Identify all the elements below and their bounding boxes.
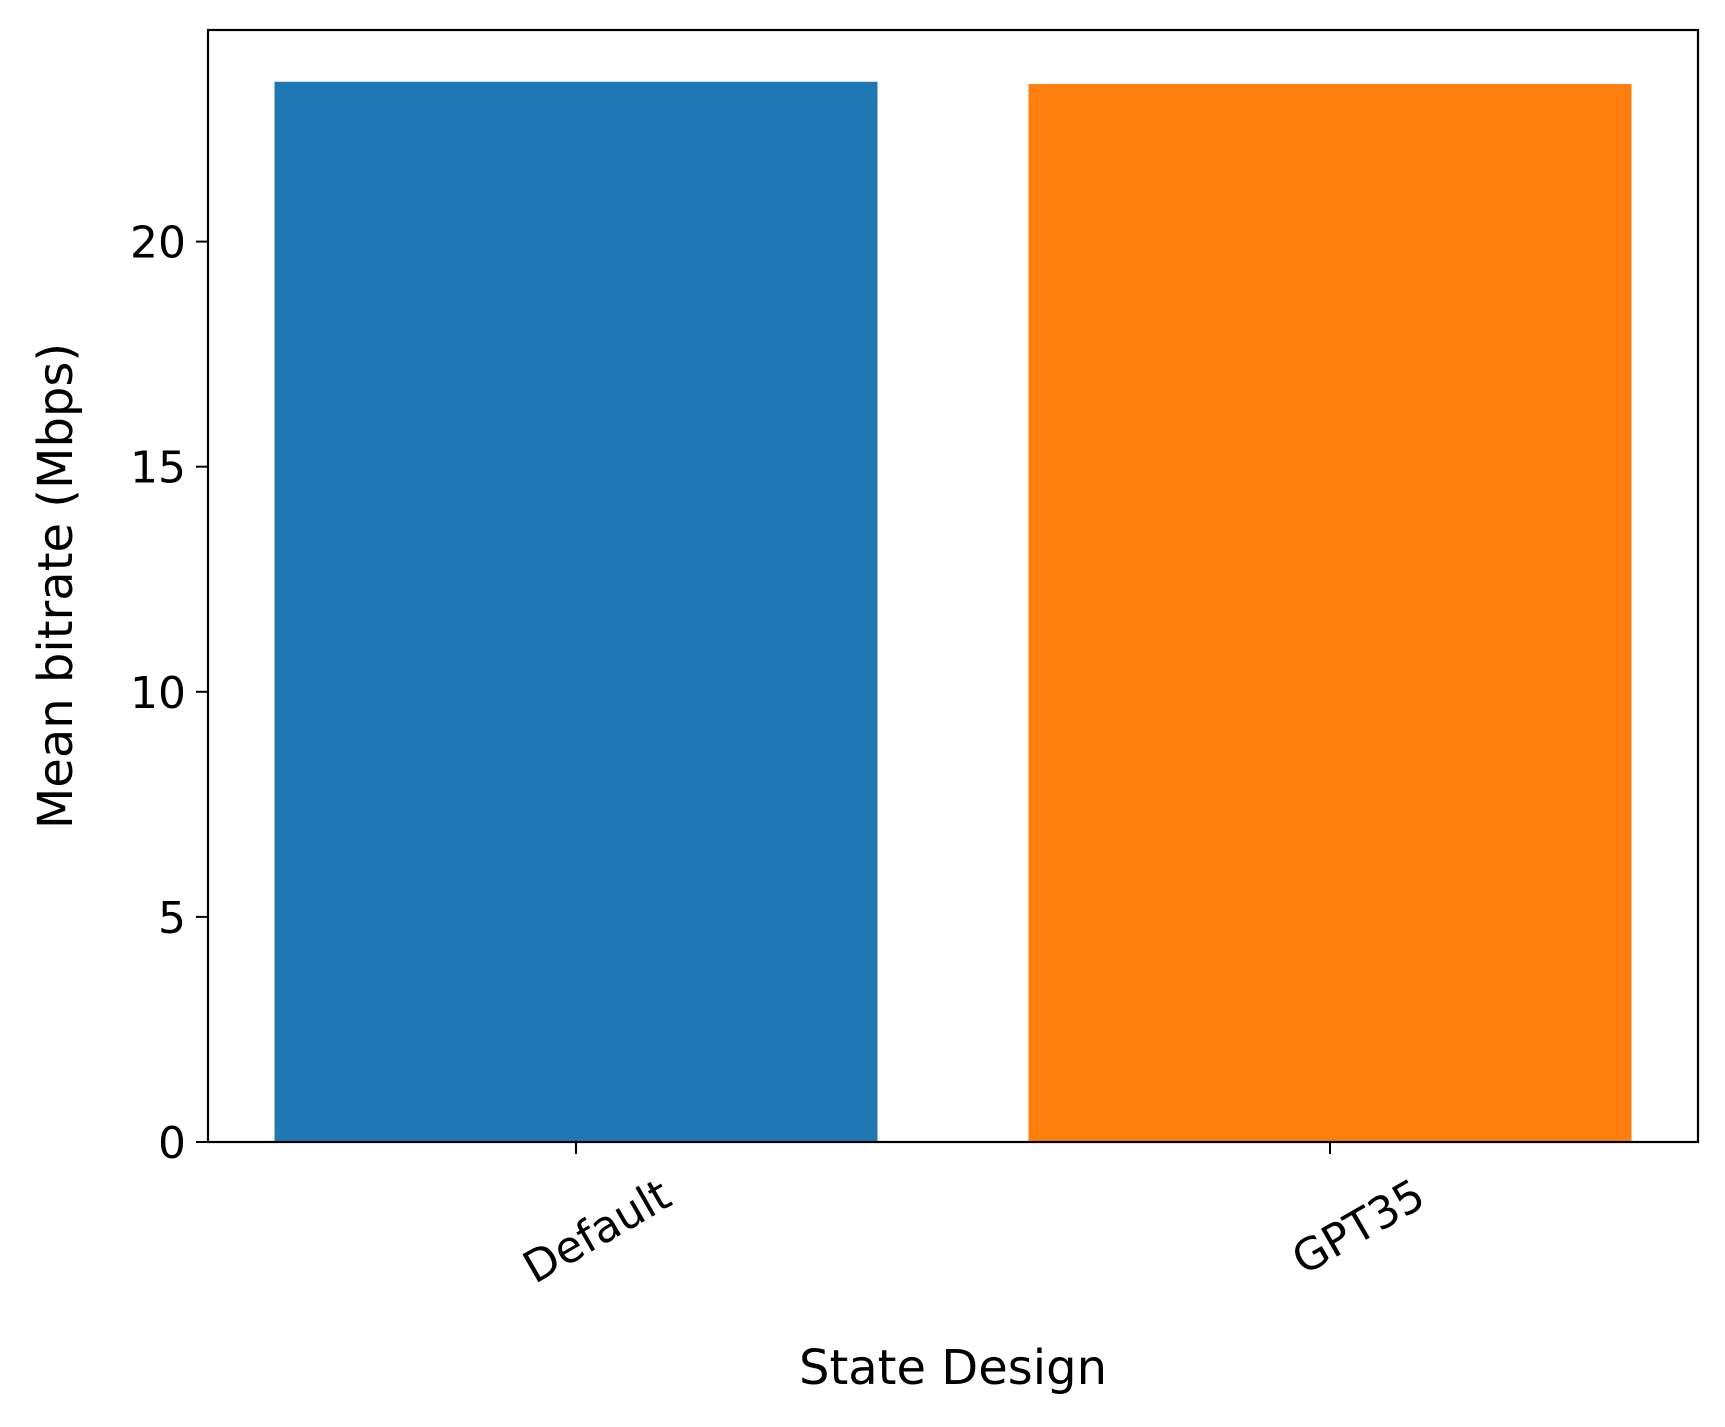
y-tick-label: 0 [158,1118,186,1169]
plot-frame [206,28,1700,1144]
x-axis-label: State Design [799,1340,1107,1396]
y-tick-label: 5 [158,893,186,944]
y-tick-label: 15 [130,443,186,494]
y-axis-label: Mean bitrate (Mbps) [28,343,84,829]
bar-default [274,81,878,1142]
y-axis-ticks: 0 5 10 15 20 [130,218,208,1169]
bars-group [274,81,1632,1142]
y-tick-label: 10 [130,668,186,719]
bar-gpt35 [1028,84,1632,1142]
y-tick-label: 20 [130,218,186,269]
